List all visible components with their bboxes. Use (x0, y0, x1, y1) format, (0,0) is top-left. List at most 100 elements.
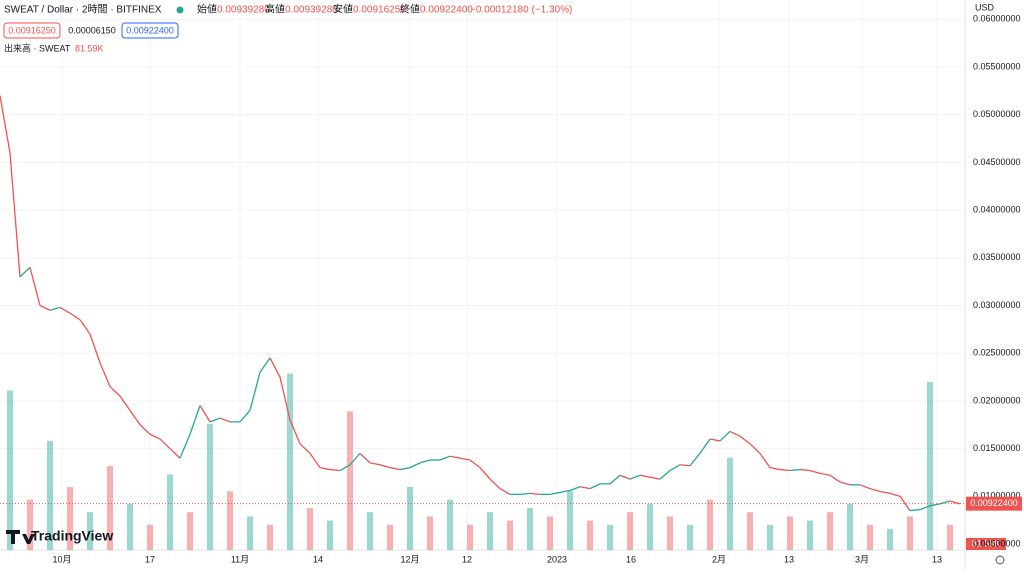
price-line (89, 333, 101, 363)
volume-bar (47, 440, 53, 550)
volume-bar (607, 524, 613, 550)
close-label: 終値 (400, 3, 420, 16)
price-line (329, 468, 341, 472)
volume-bar (207, 424, 213, 550)
x-tick-label: 13 (784, 554, 794, 564)
y-tick-label: 0.06000000 (973, 14, 1021, 24)
price-tag (966, 496, 1022, 511)
price-line (339, 464, 351, 472)
volume-bar (147, 524, 153, 550)
y-tick-label: 0.00500000 (973, 538, 1021, 548)
price-line (869, 488, 881, 493)
price-tag-label: 0.00922400 (970, 498, 1018, 508)
price-line (139, 424, 151, 435)
volume-value: 81.59K (75, 43, 104, 53)
price-line (929, 503, 941, 507)
buy-button[interactable] (121, 22, 179, 39)
ask[interactable]: 0.00922400 (126, 25, 174, 35)
price-line (189, 405, 201, 435)
price-line (319, 467, 331, 471)
price-line (179, 434, 191, 459)
volume-bar (427, 516, 433, 550)
price-line (949, 500, 961, 505)
price-line (679, 464, 691, 467)
price-line (129, 410, 141, 426)
volume-bar (247, 516, 253, 550)
price-line (389, 467, 401, 471)
volume-bar (907, 516, 913, 550)
sell-button[interactable] (3, 22, 61, 39)
volume-bar (527, 508, 533, 550)
price-line (829, 474, 841, 483)
currency[interactable]: USD (975, 2, 995, 12)
price-line (899, 495, 911, 511)
volume-bar (707, 499, 713, 550)
volume-bar (887, 529, 893, 550)
price-line (79, 319, 91, 335)
symbol: SWEAT / Dollar · 2時間 · BITFINEX (4, 4, 162, 16)
volume-bar (27, 499, 33, 550)
high: 0.00939280 (285, 5, 338, 16)
x-tick-label: 10月 (52, 554, 71, 564)
volume-bar (547, 516, 553, 550)
price-line (69, 312, 81, 321)
price-line (149, 433, 161, 440)
volume-bar (947, 524, 953, 550)
price-line (589, 483, 601, 490)
price-line (39, 304, 51, 311)
price-line (439, 455, 451, 461)
price-line (529, 492, 541, 496)
volume-bar (587, 520, 593, 550)
volume-bar (487, 512, 493, 550)
volume-bar (7, 390, 13, 550)
volume-bar (287, 373, 293, 550)
price-line (379, 464, 391, 469)
settings-icon[interactable] (995, 555, 1005, 565)
price-line (459, 457, 471, 461)
volume-bar (567, 491, 573, 550)
y-tick-label: 0.05000000 (973, 109, 1021, 119)
open-label: 始値 (197, 3, 217, 16)
price-line (579, 486, 591, 490)
volume-bar (267, 524, 273, 550)
volume-bar (827, 512, 833, 550)
price-line (349, 452, 361, 466)
price-line (419, 459, 431, 464)
volume-title: 出来高 · SWEAT (4, 42, 71, 53)
volume-bar (387, 524, 393, 550)
low: 0.00916250 (353, 5, 406, 16)
bid[interactable]: 0.00916250 (8, 25, 56, 35)
x-tick-label: 2月 (712, 554, 726, 564)
price-line (299, 443, 311, 454)
price-line (649, 476, 661, 480)
volume-bar (407, 487, 413, 550)
price-line (469, 459, 481, 469)
price-line (699, 438, 711, 454)
price-line (669, 464, 681, 472)
x-tick-label: 3月 (855, 554, 869, 564)
price-line (639, 474, 651, 478)
volume-bar (627, 512, 633, 550)
price-line (839, 481, 851, 486)
price-line (749, 443, 761, 454)
price-line (269, 357, 281, 378)
y-tick-label: 0.03000000 (973, 300, 1021, 310)
price-line (209, 417, 221, 423)
price-line (279, 376, 291, 421)
y-tick-label: 0.02500000 (973, 348, 1021, 358)
price-line (729, 430, 741, 437)
price-line (359, 452, 371, 464)
price-line (109, 386, 121, 397)
price-line (779, 468, 791, 472)
volume-bar (467, 524, 473, 550)
y-tick-label: 0.03500000 (973, 252, 1021, 262)
price-line (769, 467, 781, 471)
price-line (449, 455, 461, 459)
price-line (399, 467, 411, 471)
price-line (859, 484, 871, 490)
x-tick-label: 11月 (231, 554, 249, 564)
close: 0.00922400 (420, 5, 473, 16)
x-tick-label: 16 (626, 554, 636, 564)
price-line (719, 430, 731, 442)
